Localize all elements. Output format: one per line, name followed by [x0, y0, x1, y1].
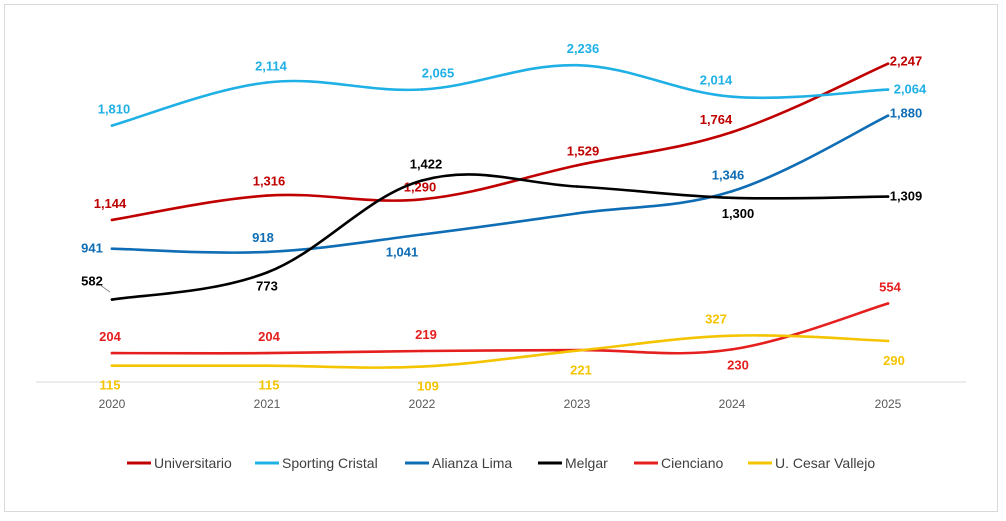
legend-label-universitario: Universitario [154, 455, 232, 471]
leader-line-melgar-2020 [99, 284, 111, 293]
point-u-cesar-vallejo-2025 [886, 339, 890, 343]
data-label-cienciano-2025: 554 [879, 280, 901, 295]
point-sporting-cristal-2022 [420, 88, 424, 91]
legend-label-cienciano: Cienciano [661, 455, 723, 471]
point-sporting-cristal-2023 [575, 63, 579, 67]
data-label-melgar-2024: 1,300 [722, 206, 755, 221]
data-label-sporting-cristal-2020: 1,810 [98, 102, 131, 117]
data-label-melgar-2020: 582 [81, 274, 103, 289]
data-label-sporting-cristal-2021: 2,114 [255, 59, 288, 74]
point-alianza-lima-2020 [110, 247, 114, 250]
point-alianza-lima-2023 [575, 212, 579, 215]
data-label-sporting-cristal-2025: 2,064 [894, 82, 927, 97]
data-label-melgar-2021: 773 [256, 278, 278, 293]
point-cienciano-2021 [265, 351, 269, 355]
point-universitario-2023 [575, 164, 579, 167]
data-label-universitario-2020: 1,144 [94, 196, 127, 211]
data-label-alianza-lima-2024: 1,346 [712, 167, 745, 182]
x-tick-label-2020: 2020 [99, 397, 126, 411]
point-sporting-cristal-2020 [110, 124, 114, 127]
point-alianza-lima-2025 [886, 114, 890, 117]
data-label-cienciano-2020: 204 [99, 329, 121, 344]
data-label-u-cesar-vallejo-2024: 327 [705, 312, 727, 327]
point-melgar-2020 [110, 298, 114, 301]
series-line-sporting-cristal [110, 63, 890, 127]
data-label-sporting-cristal-2023: 2,236 [567, 41, 600, 56]
point-universitario-2022 [420, 197, 424, 201]
data-label-cienciano-2024: 230 [727, 357, 749, 372]
point-melgar-2022 [420, 179, 424, 182]
point-alianza-lima-2024 [730, 190, 734, 193]
point-u-cesar-vallejo-2021 [265, 364, 269, 368]
data-label-u-cesar-vallejo-2023: 221 [570, 363, 592, 378]
data-label-u-cesar-vallejo-2022: 109 [417, 379, 439, 394]
point-cienciano-2025 [886, 302, 890, 305]
series-line-alianza-lima [110, 114, 890, 254]
legend-label-sporting-cristal: Sporting Cristal [282, 455, 378, 471]
point-sporting-cristal-2024 [730, 95, 734, 98]
data-label-universitario-2024: 1,764 [700, 112, 733, 127]
point-universitario-2021 [265, 194, 269, 197]
data-label-sporting-cristal-2024: 2,014 [700, 73, 733, 88]
point-melgar-2021 [265, 271, 269, 274]
data-label-u-cesar-vallejo-2021: 115 [259, 378, 280, 393]
x-tick-label-2023: 2023 [564, 397, 591, 411]
point-universitario-2020 [110, 218, 114, 222]
point-melgar-2023 [575, 185, 579, 188]
series-line-melgar [110, 173, 890, 301]
point-cienciano-2024 [730, 348, 734, 351]
data-label-universitario-2021: 1,316 [253, 174, 286, 189]
point-melgar-2025 [886, 195, 890, 198]
point-u-cesar-vallejo-2023 [575, 349, 579, 352]
data-label-cienciano-2021: 204 [258, 329, 280, 344]
point-sporting-cristal-2021 [265, 81, 269, 84]
point-alianza-lima-2021 [265, 250, 269, 254]
point-u-cesar-vallejo-2020 [110, 364, 114, 368]
point-universitario-2025 [886, 62, 890, 65]
point-sporting-cristal-2025 [886, 88, 890, 91]
data-label-universitario-2025: 2,247 [890, 54, 923, 69]
series-line-universitario [110, 62, 890, 222]
x-tick-label-2022: 2022 [409, 397, 436, 411]
data-label-sporting-cristal-2022: 2,065 [422, 65, 455, 80]
data-label-alianza-lima-2021: 918 [252, 230, 274, 245]
data-label-melgar-2022: 1,422 [410, 157, 443, 172]
data-label-alianza-lima-2025: 1,880 [890, 106, 923, 121]
data-label-cienciano-2022: 219 [415, 327, 437, 342]
data-label-universitario-2023: 1,529 [567, 143, 600, 158]
series-line-cienciano [110, 302, 890, 355]
data-label-alianza-lima-2020: 941 [81, 241, 103, 256]
series-line-u-cesar-vallejo [110, 334, 890, 369]
legend-label-melgar: Melgar [565, 455, 608, 471]
point-alianza-lima-2022 [420, 233, 424, 236]
point-u-cesar-vallejo-2024 [730, 334, 734, 337]
point-cienciano-2020 [110, 351, 114, 355]
data-label-u-cesar-vallejo-2020: 115 [100, 378, 121, 393]
legend-label-alianza-lima: Alianza Lima [432, 455, 512, 471]
legend-label-u-cesar-vallejo: U. Cesar Vallejo [775, 455, 875, 471]
data-label-alianza-lima-2022: 1,041 [386, 245, 419, 260]
data-label-melgar-2025: 1,309 [890, 189, 923, 204]
point-cienciano-2022 [420, 349, 424, 353]
point-universitario-2024 [730, 130, 734, 134]
point-u-cesar-vallejo-2022 [420, 365, 424, 368]
data-label-u-cesar-vallejo-2025: 290 [883, 353, 905, 368]
x-tick-label-2024: 2024 [719, 397, 746, 411]
point-melgar-2024 [730, 196, 734, 200]
x-tick-label-2021: 2021 [254, 397, 281, 411]
x-tick-label-2025: 2025 [875, 397, 902, 411]
